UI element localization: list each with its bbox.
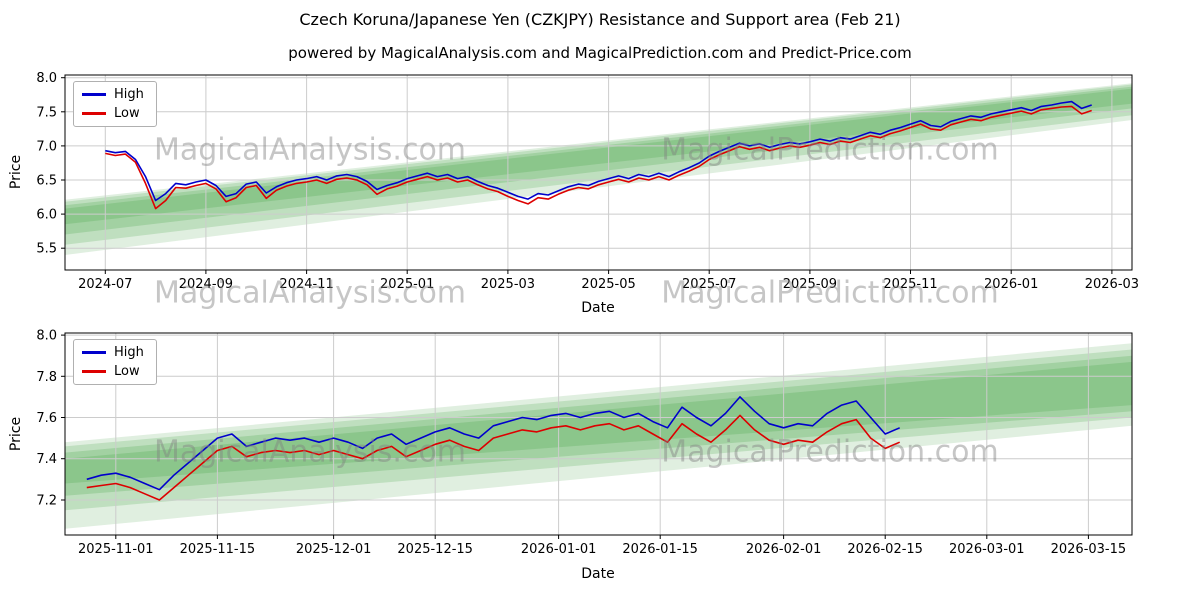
x-tick-label: 2025-03 (481, 277, 535, 292)
x-tick-label: 2025-01 (380, 277, 434, 292)
legend-item-low: Low (82, 107, 144, 120)
x-tick-label: 2026-01-01 (521, 542, 597, 557)
top-chart: 2024-07 2024-09 2024-11 2025-01 2025-03 2025-… (36, 71, 1139, 292)
y-tick-label: 6.0 (36, 208, 57, 223)
y-axis-label-top-chart: Price (8, 154, 24, 190)
x-tick-label: 2025-09 (783, 277, 837, 292)
x-tick-label: 2026-01-15 (622, 542, 698, 557)
legend-item-high: High (82, 88, 144, 101)
chart-title: Czech Koruna/Japanese Yen (CZKJPY) Resis… (299, 10, 901, 29)
y-tick-label: 8.0 (36, 329, 57, 344)
x-tick-label: 2024-07 (78, 277, 132, 292)
low-line-swatch (82, 112, 106, 115)
support-resistance-band (65, 361, 1132, 484)
y-tick-label: 7.2 (36, 494, 57, 509)
x-tick-label: 2025-11 (883, 277, 937, 292)
support-resistance-band (65, 349, 1132, 511)
high-line (105, 100, 1092, 202)
x-tick-label: 2025-12-15 (397, 542, 473, 557)
legend-bottom-chart: High Low (73, 339, 157, 385)
high-line-swatch (82, 351, 106, 354)
x-tick-label: 2025-05 (581, 277, 635, 292)
support-resistance-band (65, 343, 1132, 529)
low-line-swatch (82, 370, 106, 373)
low-line (105, 105, 1092, 210)
x-tick-label: 2026-03 (1085, 277, 1139, 292)
x-tick-label: 2025-07 (682, 277, 736, 292)
support-resistance-band (65, 86, 1132, 235)
legend-label-high: High (114, 87, 144, 102)
chart-subtitle: powered by MagicalAnalysis.com and Magic… (288, 44, 912, 62)
low-line (86, 414, 901, 501)
y-tick-label: 7.4 (36, 452, 57, 467)
support-resistance-band (65, 88, 1132, 225)
y-tick-label: 6.5 (36, 174, 57, 189)
legend-item-low: Low (82, 365, 144, 378)
support-resistance-band (65, 83, 1132, 255)
y-tick-label: 7.5 (36, 105, 57, 120)
x-tick-label: 2024-11 (279, 277, 333, 292)
y-tick-label: 7.8 (36, 370, 57, 385)
x-tick-label: 2025-12-01 (296, 542, 372, 557)
y-axis-label-bottom-chart: Price (8, 416, 24, 452)
x-tick-label: 2025-11-15 (180, 542, 256, 557)
high-line-swatch (82, 93, 106, 96)
legend-label-high: High (114, 345, 144, 360)
legend-item-high: High (82, 346, 144, 359)
y-tick-label: 5.5 (36, 242, 57, 257)
x-tick-label: 2025-11-01 (78, 542, 154, 557)
x-axis-label-top-chart: Date (581, 300, 615, 316)
x-tick-label: 2026-02-15 (847, 542, 923, 557)
legend-label-low: Low (114, 106, 140, 121)
x-tick-label: 2026-01 (984, 277, 1038, 292)
y-tick-label: 7.6 (36, 411, 57, 426)
high-line (86, 396, 901, 491)
x-tick-label: 2026-03-01 (949, 542, 1025, 557)
y-tick-label: 8.0 (36, 71, 57, 86)
x-axis-label-bottom-chart: Date (581, 566, 615, 582)
x-tick-label: 2026-02-01 (746, 542, 822, 557)
legend-label-low: Low (114, 364, 140, 379)
bottom-chart: 2025-11-01 2025-11-15 2025-12-01 2025-12-15… (36, 329, 1133, 557)
plot-border (64, 332, 1133, 536)
x-tick-label: 2024-09 (179, 277, 233, 292)
plot-border (64, 74, 1133, 271)
support-resistance-band (65, 84, 1132, 245)
y-tick-label: 7.0 (36, 139, 57, 154)
x-tick-label: 2026-03-15 (1051, 542, 1127, 557)
legend-top-chart: High Low (73, 81, 157, 127)
